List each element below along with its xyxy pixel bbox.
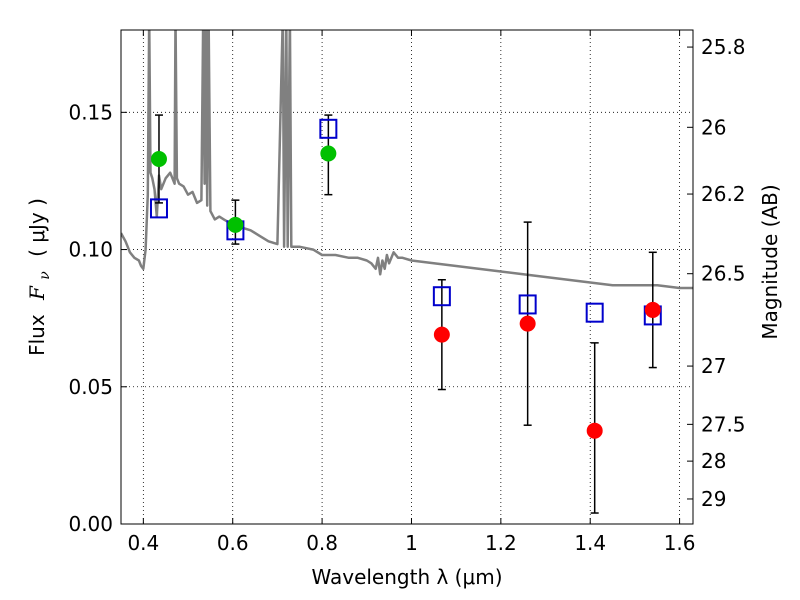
model-square-marker (319, 118, 338, 139)
model-square-marker (149, 198, 168, 219)
y-axis-label-unit: ( μJy ) (25, 198, 49, 257)
y-axis-label-prefix: Flux (25, 314, 49, 356)
observed-circle-marker (150, 150, 167, 167)
y2-tick-label: 26.5 (701, 262, 746, 286)
model-spectrum-line (121, 30, 693, 290)
model-square-marker (585, 302, 604, 323)
observed-photometry-markers (150, 145, 661, 439)
x-tick-label: 1.2 (485, 531, 517, 555)
x-tick-label: 0.4 (127, 531, 159, 555)
observed-circle-marker (644, 301, 661, 318)
x-tick-label: 1.4 (574, 531, 606, 555)
y-axis-label: Flux F ν ( μJy ) (25, 198, 54, 356)
model-square-marker (432, 286, 451, 307)
error-bars (154, 114, 657, 514)
y-tick-label: 0.00 (68, 512, 113, 536)
y2-tick-label: 27.5 (701, 412, 746, 436)
y2-axis-label: Magnitude (AB) (758, 184, 782, 339)
model-spectrum-layer (121, 30, 693, 290)
y2-tick-label: 28 (701, 449, 726, 473)
y2-tick-label: 26 (701, 115, 726, 139)
observed-circle-marker (320, 145, 337, 162)
y-tick-label: 0.05 (68, 375, 113, 399)
observed-circle-marker (586, 422, 603, 439)
x-tick-label: 1 (405, 531, 418, 555)
y2-tick-label: 26.2 (701, 182, 746, 206)
y-tick-label: 0.15 (68, 100, 113, 124)
axis-ticks: 0.4 0.6 0.8 1 1.2 1.4 1.6 0.00 0.05 0.10 0.15 25.8 2… (68, 30, 746, 555)
x-tick-label: 0.6 (217, 531, 249, 555)
x-tick-label: 1.6 (664, 531, 696, 555)
model-square-marker (518, 294, 537, 315)
y2-tick-label: 25.8 (701, 35, 746, 59)
y2-tick-label: 29 (701, 487, 726, 511)
observed-circle-marker (519, 315, 536, 332)
observed-circle-marker (433, 326, 450, 343)
x-axis-label: Wavelength λ (μm) (311, 565, 502, 589)
model-photometry-markers (149, 118, 662, 326)
y2-tick-label: 27 (701, 354, 726, 378)
plot-frame (120, 29, 694, 525)
x-tick-label: 0.8 (306, 531, 338, 555)
y-axis-label-symbol: F (25, 285, 49, 301)
y-tick-label: 0.10 (68, 238, 113, 262)
y-axis-label-subscript: ν (37, 271, 53, 280)
observed-circle-marker (227, 216, 244, 233)
